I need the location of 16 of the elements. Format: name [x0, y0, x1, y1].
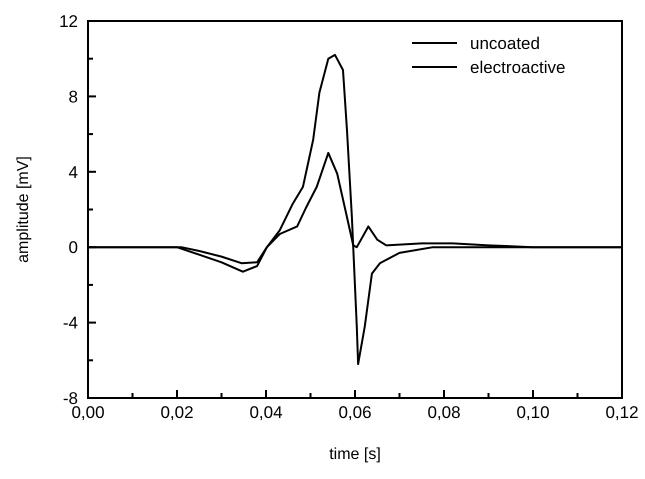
- x-tick-label: 0,12: [605, 403, 639, 422]
- x-tick-label: 0,04: [249, 403, 283, 422]
- y-tick-label: -4: [62, 314, 78, 333]
- y-tick-label: 0: [68, 238, 78, 258]
- x-tick-label: 0,06: [338, 403, 372, 422]
- x-tick-label: 0,00: [71, 403, 105, 422]
- y-axis-title: amplitude [mV]: [15, 156, 32, 263]
- legend-label: electroactive: [470, 58, 566, 77]
- x-tick-label: 0,08: [427, 403, 461, 422]
- legend-label: uncoated: [470, 34, 540, 53]
- y-tick-label: 8: [68, 87, 78, 106]
- x-tick-label: 0,10: [516, 403, 550, 422]
- x-tick-label: 0,02: [160, 403, 194, 422]
- x-axis-title: time [s]: [329, 446, 381, 463]
- y-tick-label: 4: [68, 162, 78, 182]
- y-tick-label: 12: [59, 12, 78, 31]
